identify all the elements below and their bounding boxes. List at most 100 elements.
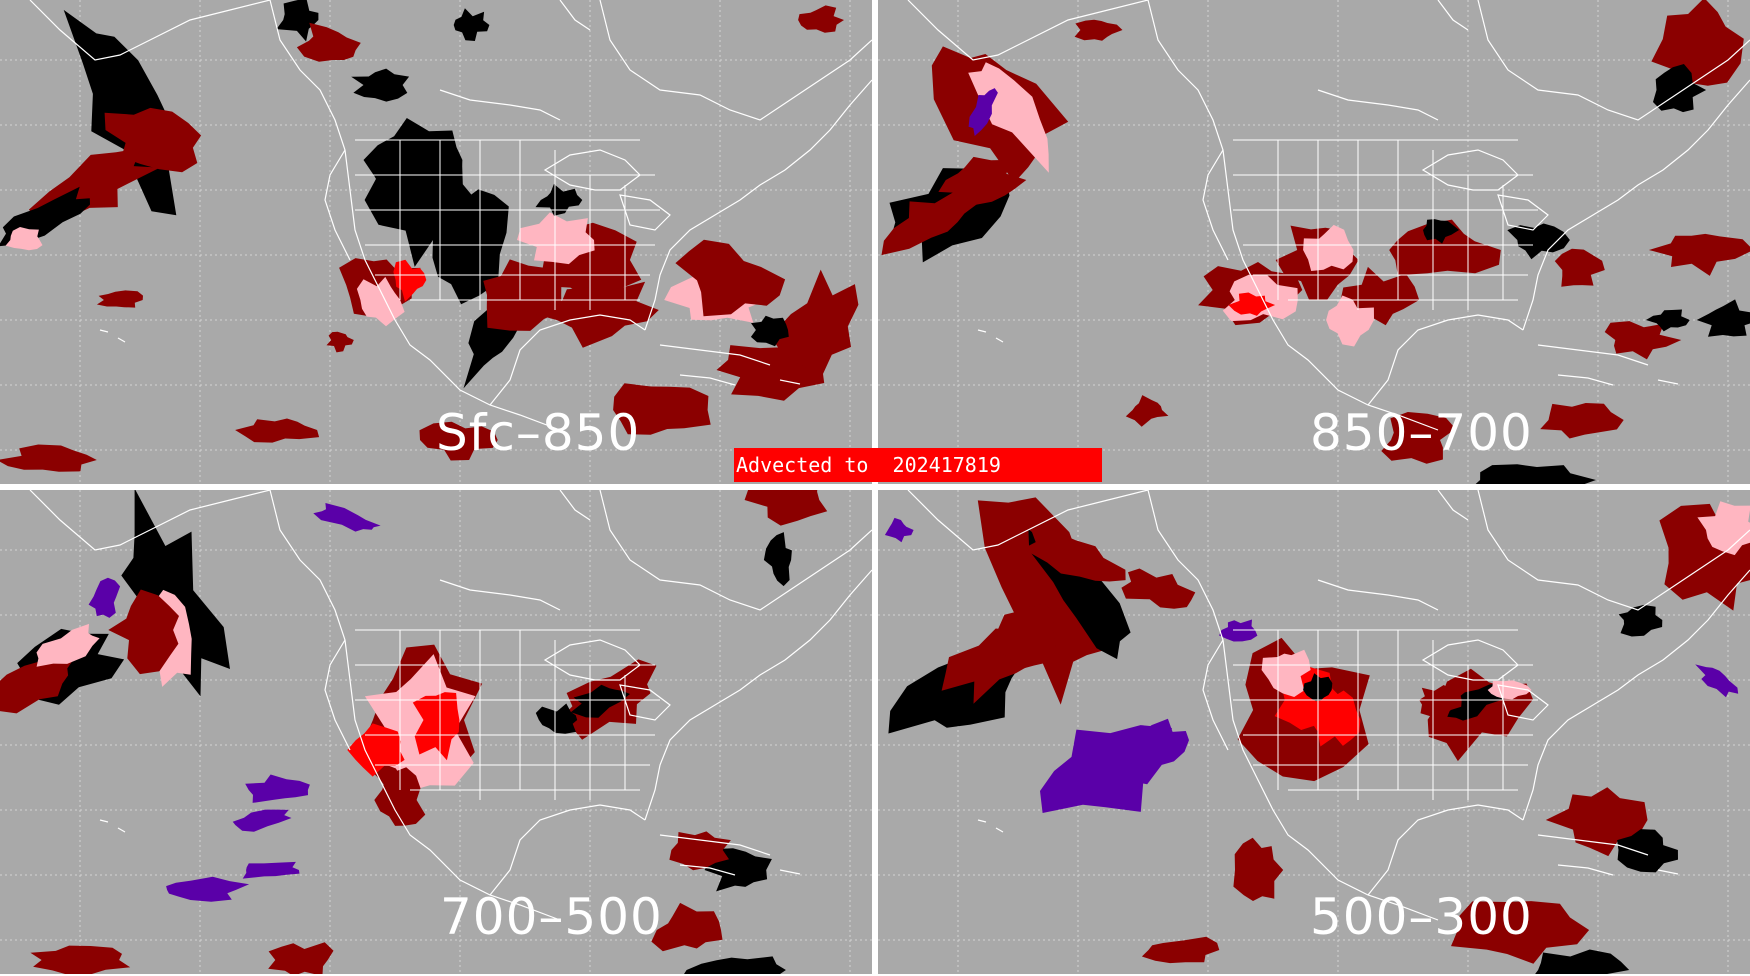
coastline bbox=[644, 79, 872, 331]
moisture-region bbox=[232, 809, 292, 832]
moisture-region bbox=[744, 490, 828, 526]
coastline bbox=[1497, 684, 1549, 721]
moisture-region bbox=[1540, 403, 1624, 439]
coastline bbox=[559, 490, 591, 521]
moisture-region bbox=[1653, 64, 1707, 113]
moisture-region bbox=[36, 623, 100, 667]
coastline bbox=[1522, 569, 1750, 821]
coastline bbox=[599, 490, 872, 611]
moisture-region bbox=[535, 703, 578, 734]
divider-horizontal bbox=[0, 484, 1750, 490]
panel-label-850-700: 850–700 bbox=[1310, 404, 1533, 462]
coastline bbox=[439, 89, 561, 121]
coastline bbox=[1557, 374, 1614, 386]
coastline bbox=[1657, 379, 1679, 385]
panel-850-700 bbox=[878, 0, 1750, 484]
moisture-region bbox=[1618, 604, 1663, 637]
advected-time-banner: Advected to 202417819 bbox=[734, 448, 1102, 482]
coastline bbox=[619, 194, 671, 231]
moisture-region bbox=[520, 281, 659, 348]
moisture-region bbox=[798, 5, 844, 33]
coastline bbox=[977, 819, 1004, 833]
coastline bbox=[907, 490, 1149, 551]
moisture-region bbox=[651, 902, 723, 952]
coastline bbox=[1367, 314, 1524, 406]
moisture-region bbox=[997, 603, 1056, 669]
moisture-region bbox=[363, 118, 463, 197]
moisture-region bbox=[1604, 321, 1682, 360]
coastline bbox=[559, 0, 591, 31]
moisture-region bbox=[1645, 309, 1690, 332]
coastline bbox=[1477, 490, 1750, 611]
coastline bbox=[1317, 579, 1439, 611]
coastline bbox=[99, 329, 126, 343]
moisture-region bbox=[96, 290, 143, 308]
moisture-field bbox=[881, 0, 1750, 484]
moisture-region bbox=[684, 956, 786, 974]
coastlines bbox=[29, 490, 872, 921]
coastline bbox=[977, 329, 1004, 343]
moisture-region bbox=[1121, 568, 1196, 609]
moisture-region bbox=[1554, 248, 1605, 287]
moisture-region bbox=[0, 444, 97, 472]
moisture-region bbox=[881, 187, 986, 256]
coastline bbox=[1522, 79, 1750, 331]
panel-700-500 bbox=[0, 490, 872, 974]
moisture-region bbox=[1423, 219, 1460, 244]
coastlines bbox=[29, 0, 872, 431]
moisture-region bbox=[517, 212, 595, 265]
panel-sfc-850 bbox=[0, 0, 872, 484]
coastline bbox=[1147, 490, 1439, 921]
moisture-region bbox=[432, 189, 509, 305]
moisture-region bbox=[1228, 292, 1276, 316]
coastline bbox=[29, 490, 271, 551]
coastline bbox=[1202, 149, 1229, 261]
moisture-region bbox=[1475, 464, 1596, 484]
state-borders bbox=[1233, 139, 1538, 310]
moisture-region bbox=[326, 331, 354, 353]
banner-time: 202417819 bbox=[892, 453, 1001, 477]
moisture-region bbox=[1659, 503, 1750, 611]
moisture-region bbox=[30, 945, 131, 974]
moisture-region bbox=[968, 88, 998, 136]
moisture-region bbox=[268, 942, 334, 974]
coastline bbox=[1657, 869, 1679, 875]
coastline bbox=[779, 379, 801, 385]
coastline bbox=[659, 834, 771, 856]
moisture-region bbox=[166, 876, 250, 902]
coastline bbox=[324, 639, 351, 751]
moisture-region bbox=[108, 589, 179, 675]
map-layer bbox=[878, 490, 1750, 974]
moisture-region bbox=[669, 831, 731, 871]
moisture-region bbox=[1507, 223, 1570, 260]
moisture-region bbox=[1381, 412, 1456, 464]
coastline bbox=[644, 569, 872, 821]
moisture-region bbox=[1696, 299, 1750, 337]
moisture-region bbox=[613, 383, 711, 435]
coastline bbox=[1367, 804, 1524, 896]
panel-label-500-300: 500–300 bbox=[1310, 888, 1533, 946]
coastline bbox=[1537, 834, 1649, 856]
moisture-region bbox=[419, 421, 498, 461]
coastline bbox=[907, 0, 1149, 61]
moisture-region bbox=[1022, 527, 1126, 582]
coastline bbox=[779, 869, 801, 875]
state-borders bbox=[1233, 629, 1538, 800]
coastline bbox=[489, 804, 646, 896]
moisture-region bbox=[1074, 19, 1123, 41]
moisture-region bbox=[245, 774, 310, 803]
coastline bbox=[1437, 490, 1469, 521]
moisture-region bbox=[313, 503, 381, 532]
panel-500-300 bbox=[878, 490, 1750, 974]
coastline bbox=[1557, 864, 1614, 876]
moisture-field bbox=[0, 0, 859, 472]
moisture-region bbox=[1128, 718, 1189, 785]
moisture-region bbox=[1303, 224, 1354, 271]
coastline bbox=[599, 0, 872, 121]
moisture-region bbox=[412, 692, 460, 761]
moisture-region bbox=[235, 418, 320, 443]
coastline bbox=[1437, 0, 1469, 31]
moisture-region bbox=[938, 156, 1027, 206]
moisture-region bbox=[393, 259, 427, 302]
